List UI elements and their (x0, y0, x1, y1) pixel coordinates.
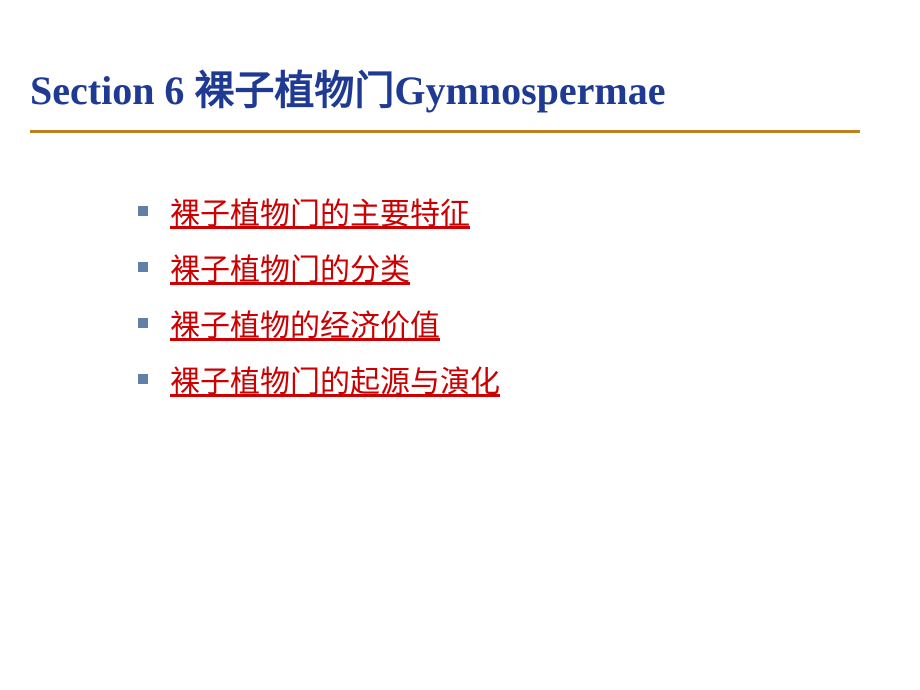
bullet-icon (138, 206, 148, 216)
content-area: 裸子植物门的主要特征 裸子植物门的分类 裸子植物的经济价值 裸子植物门的起源与演… (0, 189, 920, 401)
topic-link-characteristics[interactable]: 裸子植物门的主要特征 (170, 189, 470, 233)
title-underline (30, 130, 860, 133)
list-item: 裸子植物的经济价值 (138, 301, 920, 345)
topic-link-classification[interactable]: 裸子植物门的分类 (170, 245, 410, 289)
slide-container: Section 6 裸子植物门Gymnospermae 裸子植物门的主要特征 裸… (0, 0, 920, 690)
list-item: 裸子植物门的分类 (138, 245, 920, 289)
list-item: 裸子植物门的主要特征 (138, 189, 920, 233)
bullet-icon (138, 318, 148, 328)
list-item: 裸子植物门的起源与演化 (138, 357, 920, 401)
slide-title: Section 6 裸子植物门Gymnospermae (0, 58, 920, 130)
topic-link-origin-evolution[interactable]: 裸子植物门的起源与演化 (170, 357, 500, 401)
bullet-icon (138, 374, 148, 384)
bullet-icon (138, 262, 148, 272)
topic-link-economic-value[interactable]: 裸子植物的经济价值 (170, 301, 440, 345)
